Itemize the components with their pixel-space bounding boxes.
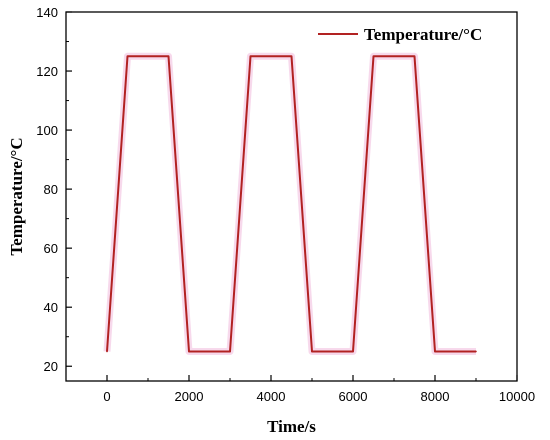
y-tick-label: 40 (44, 300, 58, 315)
y-tick-label: 120 (36, 64, 58, 79)
x-tick-label: 6000 (339, 389, 368, 404)
data-point (188, 350, 190, 353)
x-tick-label: 2000 (175, 389, 204, 404)
y-tick-label: 20 (44, 359, 58, 374)
x-tick-label: 8000 (421, 389, 450, 404)
y-tick-label: 60 (44, 241, 58, 256)
data-point (167, 55, 170, 58)
data-point (352, 350, 354, 353)
data-point (434, 350, 436, 353)
y-tick-label: 80 (44, 182, 58, 197)
legend-label: Temperature/°C (364, 25, 482, 44)
y-axis-title: Temperature/°C (7, 137, 26, 255)
y-tick-label: 140 (36, 5, 58, 20)
data-point (372, 55, 375, 58)
x-axis-title: Time/s (267, 417, 316, 436)
data-point (413, 55, 416, 58)
series-layer (103, 52, 477, 355)
data-point (249, 55, 252, 58)
data-point (290, 55, 293, 58)
x-tick-label: 0 (103, 389, 110, 404)
plot-border (65, 11, 518, 382)
data-point (311, 350, 313, 353)
data-point (106, 350, 108, 353)
data-point (229, 350, 231, 353)
ticks-layer: 0 2000 4000 6000 8000 10000 20 40 60 80 100 120 140 (36, 5, 535, 404)
legend: Temperature/°C (318, 25, 482, 44)
data-point (126, 55, 129, 58)
x-tick-label: 4000 (257, 389, 286, 404)
series-glow (103, 52, 476, 355)
x-tick-label: 10000 (499, 389, 535, 404)
plot-frame (65, 11, 518, 382)
y-tick-label: 100 (36, 123, 58, 138)
data-point (475, 350, 477, 353)
